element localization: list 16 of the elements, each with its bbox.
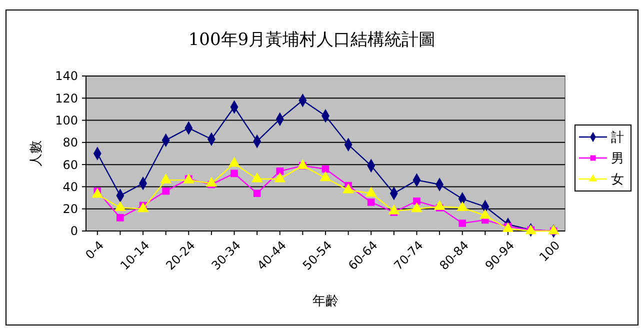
legend-label: 女 [611, 172, 624, 188]
x-tick-label: 100 [536, 238, 563, 264]
y-axis-title: 人數 [29, 140, 44, 166]
y-tick-label: 60 [62, 158, 78, 172]
y-tick-label: 140 [55, 69, 78, 84]
y-tick-label: 120 [55, 91, 78, 106]
y-tick-label: 100 [55, 113, 78, 128]
y-tick-label: 80 [62, 136, 78, 150]
chart-title: 100年9月黃埔村人口結構統計圖 [188, 30, 436, 50]
legend-label: 男 [611, 152, 624, 167]
y-tick-label: 20 [62, 202, 78, 216]
x-axis-title: 年齡 [312, 294, 338, 309]
x-tick-label: 0-4 [82, 238, 106, 262]
y-tick-label: 40 [62, 180, 78, 194]
legend-label: 計 [611, 130, 624, 146]
y-tick-label: 0 [70, 224, 78, 238]
